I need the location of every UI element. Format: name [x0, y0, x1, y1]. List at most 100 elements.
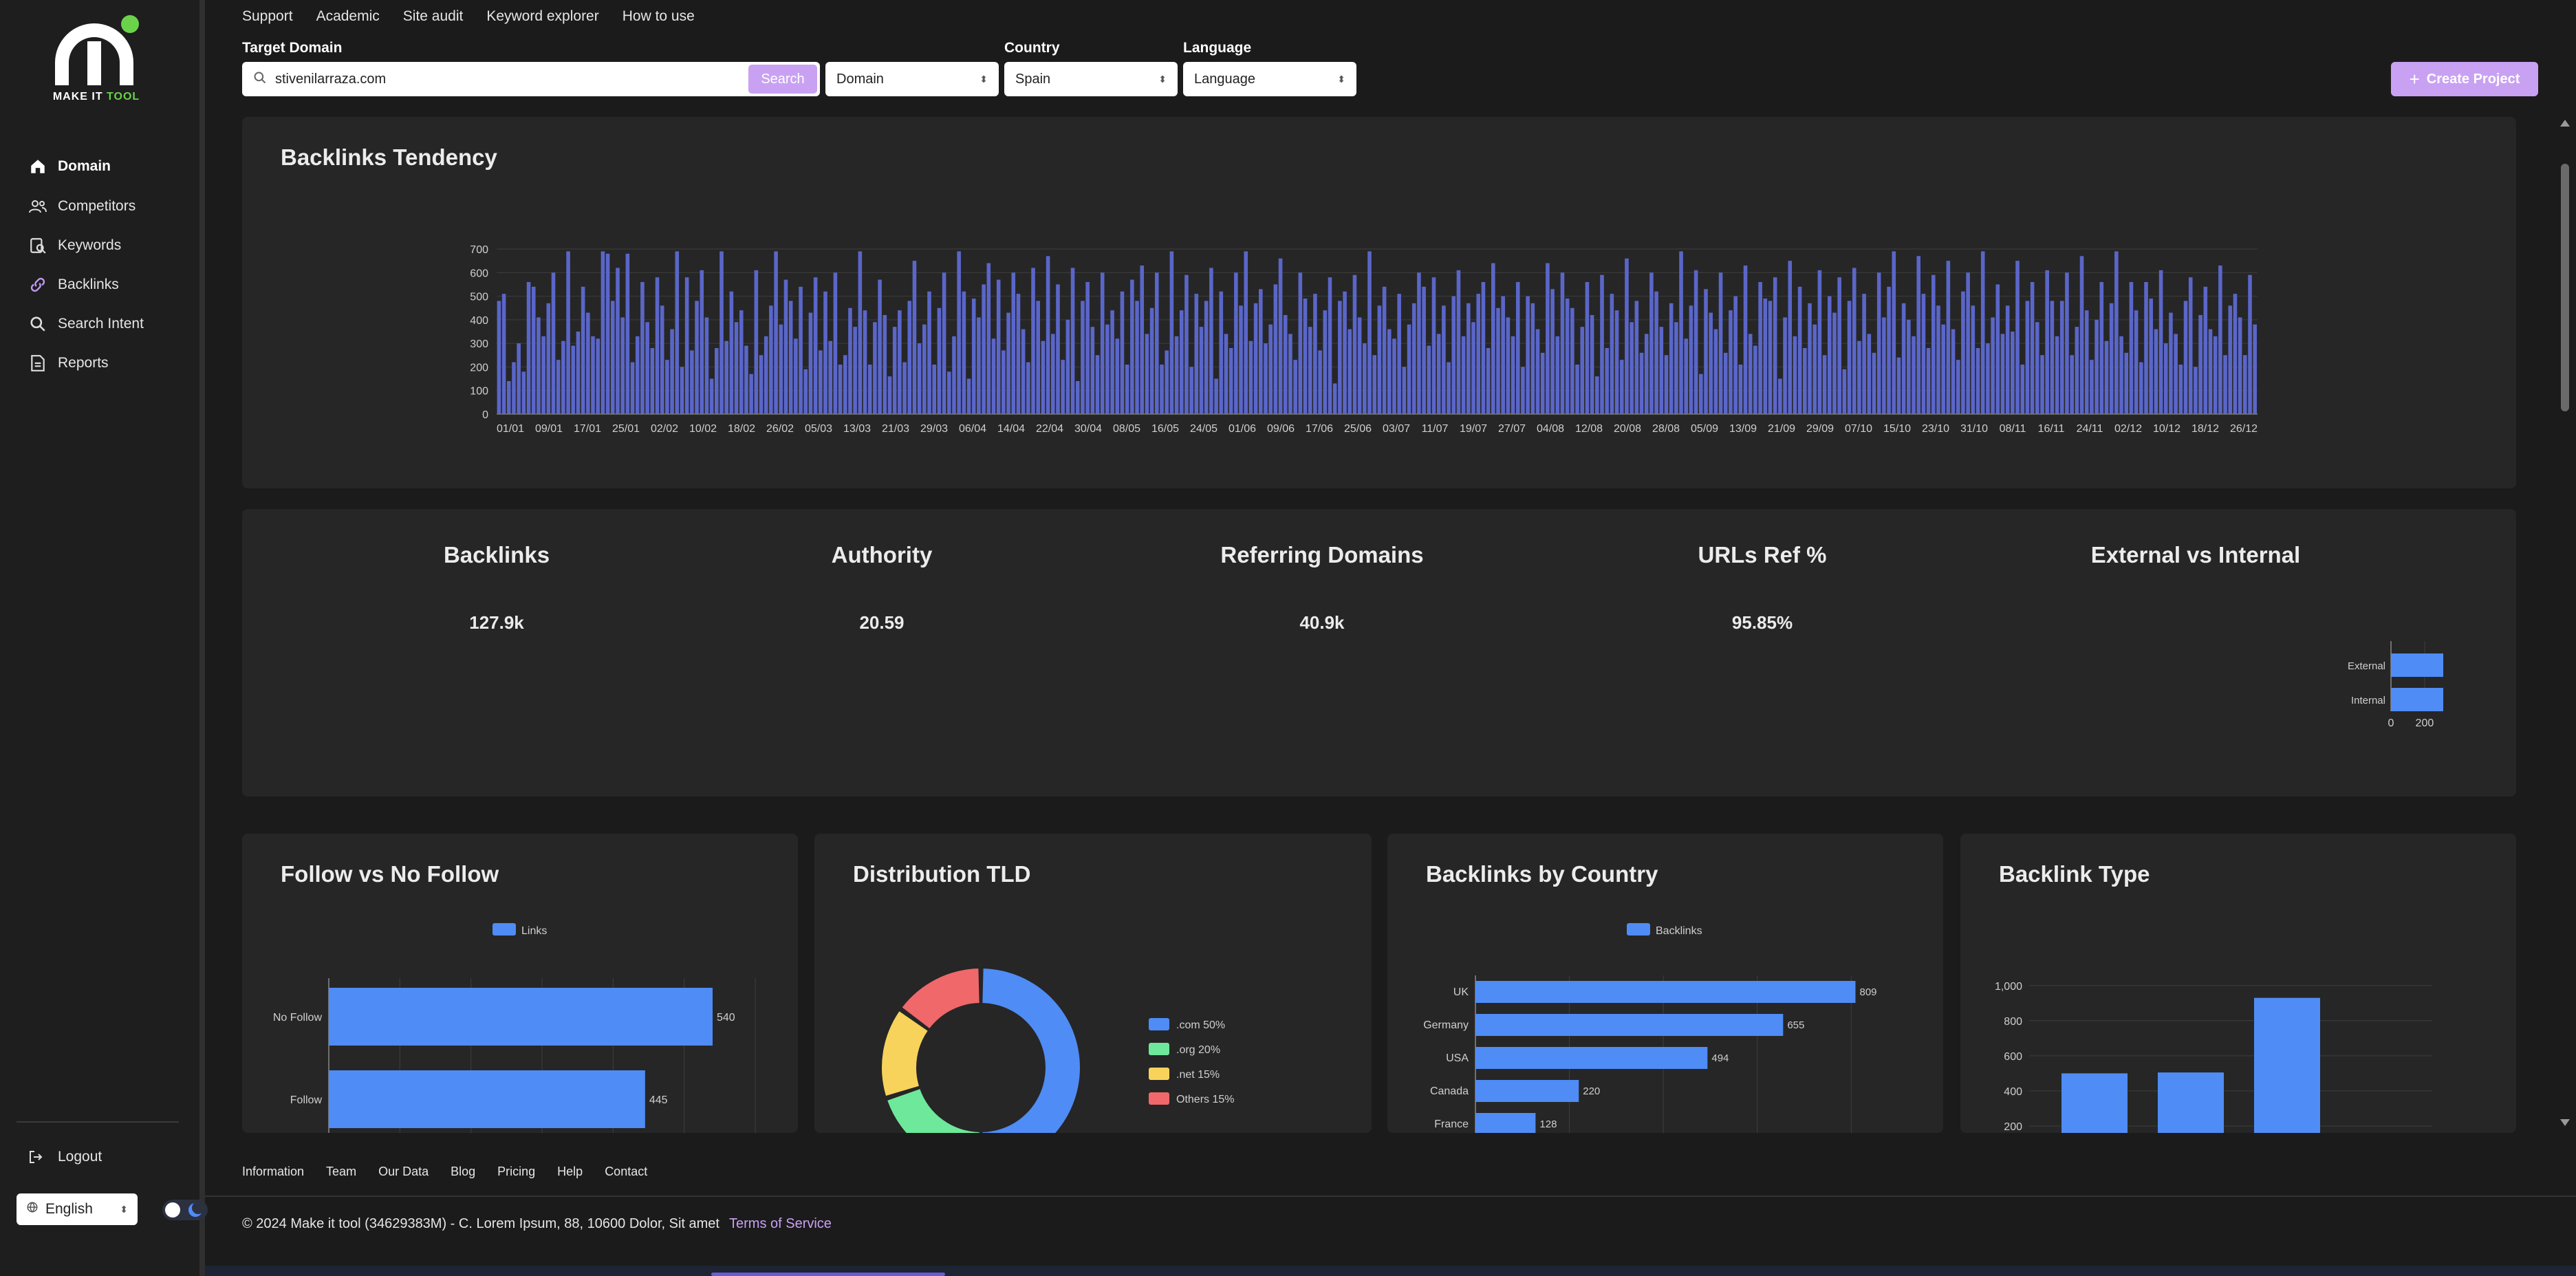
bar	[566, 251, 570, 414]
bar	[853, 327, 857, 414]
x-tick-label: 08/05	[1113, 423, 1140, 435]
bar	[2020, 365, 2025, 414]
bar	[2095, 319, 2099, 414]
nav-link-site-audit[interactable]: Site audit	[402, 8, 464, 24]
scroll-thumb[interactable]	[2561, 164, 2569, 411]
bar	[1377, 305, 1382, 414]
bar	[1095, 355, 1100, 414]
domain-type-select[interactable]: Domain ⬍	[825, 62, 999, 96]
brand-logo[interactable]: MAKE IT TOOL	[48, 14, 151, 110]
bar	[2203, 286, 2208, 414]
bar	[1273, 284, 1278, 414]
bar	[1887, 286, 1891, 414]
x-tick-label: 24/05	[1190, 423, 1217, 435]
bar	[1328, 277, 1332, 414]
bar	[521, 371, 526, 414]
sidebar-item-domain[interactable]: Domain	[28, 153, 111, 180]
bar	[1526, 296, 1530, 414]
language-select[interactable]: English ⬍	[17, 1193, 138, 1225]
bar	[1729, 310, 1733, 414]
bar	[1625, 258, 1629, 414]
scroll-down-arrow[interactable]	[2560, 1119, 2570, 1126]
footer-link-information[interactable]: Information	[242, 1165, 305, 1178]
bar	[774, 251, 778, 414]
bar	[2109, 303, 2114, 414]
bar	[1475, 1047, 1708, 1069]
bar	[620, 317, 625, 414]
country-chart: Backlinks 809 UK 655 Germany 494 USA 220 Canada 1…	[1423, 923, 1877, 1133]
nav-link-keyword-explorer[interactable]: Keyword explorer	[486, 8, 599, 24]
bar	[1214, 378, 1218, 414]
card-title: Backlinks by Country	[1426, 861, 1658, 887]
footer-links: Information Team Our Data Blog Pricing H…	[242, 1165, 647, 1179]
bar	[640, 282, 645, 414]
bar	[1259, 289, 1263, 414]
bar	[625, 253, 630, 414]
metric-label: Backlinks	[443, 542, 550, 567]
bar	[1011, 272, 1016, 414]
language-filter-select[interactable]: Language ⬍	[1183, 62, 1356, 96]
create-project-button[interactable]: + Create Project	[2391, 62, 2538, 96]
bar	[556, 360, 561, 414]
logout-button[interactable]: Logout	[28, 1145, 102, 1169]
bar	[1901, 303, 1906, 414]
sidebar-item-reports[interactable]: Reports	[28, 349, 109, 377]
bar	[690, 350, 694, 414]
pie-slice	[982, 969, 1080, 1133]
sidebar-item-search-intent[interactable]: Search Intent	[28, 310, 144, 338]
search-button[interactable]: Search	[748, 65, 817, 94]
bar	[1991, 317, 1995, 414]
footer-link-pricing[interactable]: Pricing	[497, 1165, 536, 1178]
nav-link-academic[interactable]: Academic	[316, 8, 380, 24]
bar	[1140, 266, 1145, 414]
sidebar-item-keywords[interactable]: Keywords	[28, 232, 121, 259]
scroll-up-arrow[interactable]	[2560, 120, 2570, 127]
x-tick-label: 21/03	[882, 423, 909, 435]
x-tick-label: 09/01	[535, 423, 563, 435]
bar	[2218, 266, 2222, 414]
legend-swatch	[1149, 1068, 1169, 1080]
sidebar-divider	[17, 1121, 179, 1123]
bar	[1822, 355, 1827, 414]
sidebar-item-backlinks[interactable]: Backlinks	[28, 271, 119, 299]
chevron-updown-icon: ⬍	[979, 73, 988, 85]
bar	[1189, 367, 1193, 414]
bar	[2213, 336, 2218, 414]
bar	[616, 268, 620, 414]
x-tick-label: 04/08	[1537, 423, 1564, 435]
main-scrollbar[interactable]	[2557, 116, 2573, 1130]
bar	[1476, 294, 1481, 414]
footer-link-blog[interactable]: Blog	[451, 1165, 476, 1178]
metric-urls-ref: URLs Ref % 95.85%	[1659, 542, 1865, 634]
terms-of-service-link[interactable]: Terms of Service	[729, 1216, 832, 1231]
nav-link-support[interactable]: Support	[242, 8, 293, 24]
bar	[764, 336, 768, 414]
bar	[1253, 303, 1258, 414]
bar	[1718, 272, 1723, 414]
bar	[2104, 340, 2109, 414]
footer-link-our-data[interactable]: Our Data	[378, 1165, 429, 1178]
country-select[interactable]: Spain ⬍	[1004, 62, 1178, 96]
sidebar-item-competitors[interactable]: Competitors	[28, 193, 136, 220]
domain-input[interactable]	[275, 71, 729, 87]
bar	[1550, 289, 1555, 414]
bar	[715, 348, 719, 414]
bar	[946, 371, 951, 414]
bar	[2228, 305, 2233, 414]
footer-link-team[interactable]: Team	[326, 1165, 357, 1178]
bar	[700, 270, 704, 414]
metric-backlinks: Backlinks 127.9k	[393, 542, 600, 634]
bar	[971, 299, 976, 414]
y-tick-label: France	[1434, 1118, 1469, 1130]
footer-link-contact[interactable]: Contact	[605, 1165, 648, 1178]
nav-link-how-to-use[interactable]: How to use	[622, 8, 695, 24]
bar	[1595, 376, 1599, 414]
bar	[986, 263, 991, 414]
footer-link-help[interactable]: Help	[557, 1165, 583, 1178]
bar	[1293, 360, 1297, 414]
theme-toggle[interactable]	[162, 1200, 208, 1220]
x-tick-label: 23/10	[1922, 423, 1949, 435]
bar	[2011, 332, 2015, 414]
bar	[937, 307, 942, 414]
x-tick-label: 07/10	[1845, 423, 1872, 435]
